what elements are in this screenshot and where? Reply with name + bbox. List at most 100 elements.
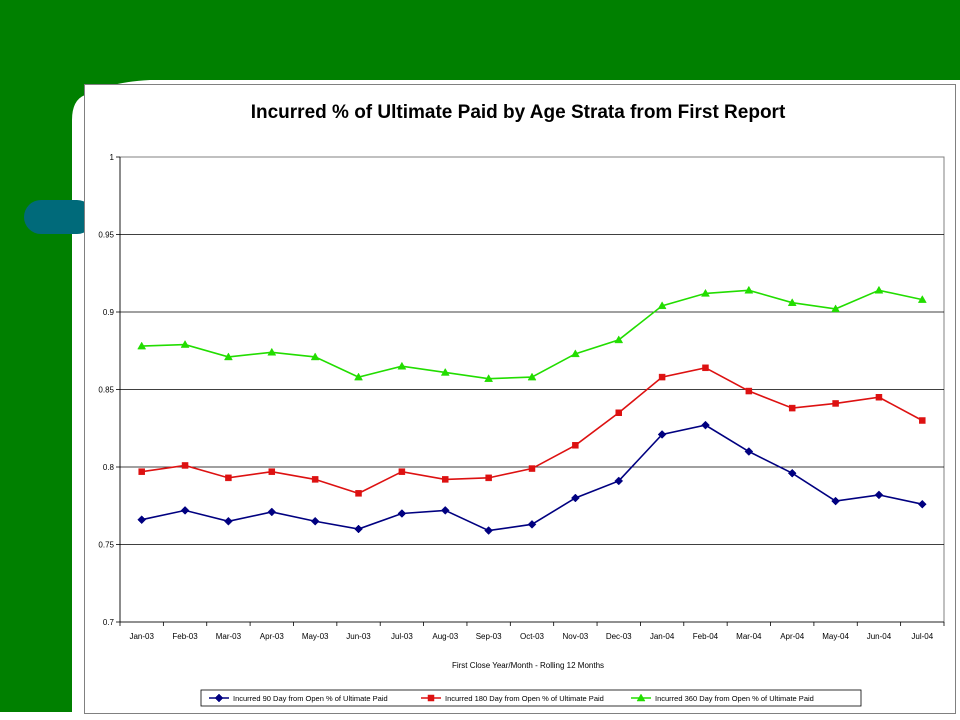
data-point-marker [485,474,492,482]
x-tick-label: Jul-04 [911,632,933,641]
data-point-marker [917,499,927,509]
data-point-marker [570,349,580,358]
y-tick-label: 1 [110,153,115,162]
y-tick-label: 0.95 [98,231,114,240]
legend-swatch-marker [427,694,435,702]
legend: Incurred 90 Day from Open % of Ultimate … [200,689,862,707]
data-point-marker [874,285,884,294]
x-tick-label: May-03 [302,632,329,641]
data-point-marker [355,490,362,497]
x-tick-label: Dec-03 [606,632,632,641]
teal-accent-bar [24,200,94,234]
x-tick-label: Jul-03 [391,632,413,641]
chart-area: Incurred % of Ultimate Paid by Age Strat… [84,84,956,714]
data-point-marker [267,347,277,356]
x-axis-title: First Close Year/Month - Rolling 12 Mont… [452,661,604,670]
data-point-marker [137,341,147,350]
data-point-marker [224,516,233,526]
data-point-marker [702,364,709,372]
data-point-marker [397,361,407,370]
data-point-marker [398,468,406,475]
data-point-marker [658,373,666,381]
series-3 [137,285,927,382]
data-point-marker [572,442,579,449]
data-point-marker [657,430,667,439]
data-point-marker [180,340,190,348]
data-point-marker [745,387,753,395]
data-point-marker [310,352,320,361]
data-point-marker [181,462,189,469]
data-point-marker [874,490,884,500]
data-point-marker [223,352,233,361]
data-point-marker [268,468,276,475]
x-tick-label: Nov-03 [562,632,588,641]
x-tick-label: Aug-03 [432,632,458,641]
data-point-marker [875,394,883,401]
data-point-marker [831,304,841,313]
data-point-marker [180,506,190,515]
y-tick-label: 0.85 [98,386,114,395]
data-point-marker [527,372,537,381]
series-1 [137,420,927,535]
x-tick-label: Jun-04 [867,632,892,641]
x-tick-label: Jun-03 [346,632,371,641]
y-tick-label: 0.7 [103,618,115,627]
data-point-marker [787,298,797,306]
green-header-band [0,0,960,80]
data-point-marker [397,509,407,518]
x-tick-label: Apr-03 [260,632,285,641]
data-point-marker [701,420,710,430]
legend-item-3: Incurred 360 Day from Open % of Ultimate… [631,693,814,703]
legend-label: Incurred 360 Day from Open % of Ultimate… [655,694,814,703]
data-point-marker [440,506,450,515]
green-right-curve [140,48,960,80]
legend-label: Incurred 90 Day from Open % of Ultimate … [233,694,388,703]
y-tick-label: 0.75 [98,541,114,550]
x-tick-label: Feb-04 [693,632,719,641]
data-point-marker [484,374,494,382]
bottom-white-band [0,712,960,720]
data-point-marker [788,404,796,412]
x-tick-label: Sep-03 [476,632,502,641]
data-point-marker [831,496,840,506]
y-tick-label: 0.8 [103,463,115,472]
data-point-marker [484,526,493,535]
data-point-marker [832,400,839,407]
data-point-marker [137,515,147,525]
series-group [137,285,927,535]
data-point-marker [744,447,754,456]
data-point-marker [267,507,277,517]
data-point-marker [138,468,145,475]
data-point-marker [919,417,926,424]
data-point-marker [528,465,536,472]
y-axis-ticks: 0.7 0.75 0.8 0.85 0.9 0.95 1 [98,153,120,627]
green-left-band [0,80,150,712]
data-point-marker [310,516,320,526]
x-tick-label: May-04 [822,632,849,641]
data-point-marker [442,476,449,483]
series-2 [138,364,926,497]
legend-item-2: Incurred 180 Day from Open % of Ultimate… [421,694,604,703]
line-chart: Incurred % of Ultimate Paid by Age Strat… [98,102,945,707]
data-point-marker [311,476,319,483]
legend-item-1: Incurred 90 Day from Open % of Ultimate … [209,693,388,703]
x-tick-label: Mar-04 [736,632,762,641]
legend-swatch-marker [214,693,224,703]
data-point-marker [615,409,622,416]
x-tick-label: Apr-04 [780,632,805,641]
data-point-marker [225,474,232,482]
data-point-marker [354,372,363,381]
data-point-marker [527,519,537,529]
x-tick-label: Mar-03 [216,632,242,641]
legend-label: Incurred 180 Day from Open % of Ultimate… [445,694,604,703]
y-tick-label: 0.9 [103,308,115,317]
x-axis-ticks: Jan-03 Feb-03 Mar-03 Apr-03 May-03 Jun-03 Jul-… [119,157,945,641]
x-tick-label: Feb-03 [172,632,198,641]
x-tick-label: Jan-03 [129,632,154,641]
x-tick-label: Oct-03 [520,632,545,641]
data-point-marker [440,367,450,376]
data-point-marker [701,288,710,297]
data-point-marker [354,524,363,534]
data-point-marker [657,301,667,310]
